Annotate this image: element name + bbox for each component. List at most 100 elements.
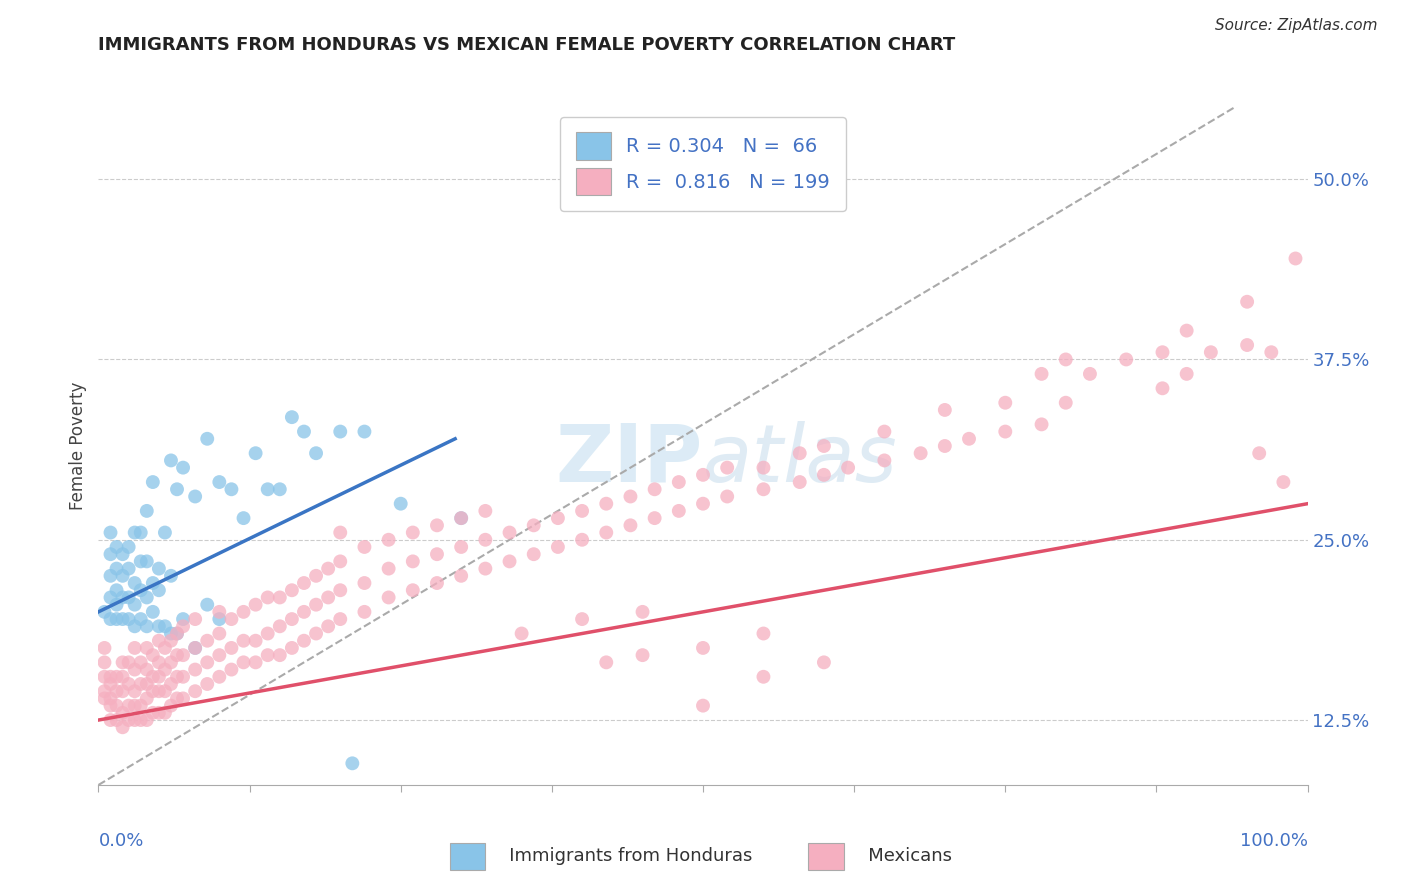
Point (118, 612, 141, 626)
Point (148, 706, 170, 720)
Point (100, 525, 122, 540)
Point (1284, 252, 1306, 266)
Point (353, 540, 375, 554)
Point (269, 483, 291, 497)
Point (111, 612, 134, 626)
Point (1031, 367, 1053, 381)
Point (316, 561, 339, 575)
Point (1272, 475, 1295, 489)
Point (135, 713, 157, 727)
Point (595, 656, 617, 670)
Point (256, 483, 278, 497)
Point (195, 677, 218, 691)
Point (142, 576, 165, 591)
Point (281, 612, 304, 626)
Point (153, 684, 176, 698)
Point (305, 626, 328, 640)
Point (105, 713, 128, 727)
Point (377, 533, 399, 547)
Point (752, 460, 775, 475)
Point (166, 483, 188, 497)
Point (142, 670, 165, 684)
Point (118, 698, 141, 713)
Point (172, 612, 194, 626)
Point (124, 698, 146, 713)
Point (160, 677, 183, 691)
Point (256, 626, 278, 640)
Point (160, 626, 183, 640)
Point (135, 554, 157, 568)
Point (837, 460, 859, 475)
Point (1260, 345, 1282, 359)
Point (644, 511, 666, 525)
Point (100, 591, 122, 605)
Point (1054, 395, 1077, 409)
Point (245, 598, 267, 612)
Point (129, 656, 152, 670)
Point (232, 656, 254, 670)
Point (281, 583, 304, 598)
Point (148, 633, 170, 648)
Point (547, 540, 569, 554)
Point (402, 583, 425, 598)
Point (208, 626, 231, 640)
Point (166, 626, 188, 640)
Point (153, 525, 176, 540)
Point (873, 453, 896, 467)
Point (208, 648, 231, 662)
Point (100, 547, 122, 561)
Point (221, 663, 243, 677)
Point (153, 619, 176, 633)
Point (353, 425, 375, 439)
Point (135, 504, 157, 518)
Point (389, 497, 412, 511)
Point (547, 511, 569, 525)
Point (221, 612, 243, 626)
Point (316, 591, 339, 605)
Point (269, 619, 291, 633)
Point (172, 648, 194, 662)
Point (124, 640, 146, 655)
Point (208, 612, 231, 626)
Point (426, 576, 449, 591)
Point (100, 677, 122, 691)
Point (292, 425, 315, 439)
Point (124, 684, 146, 698)
Point (148, 561, 170, 575)
Point (353, 576, 375, 591)
Text: IMMIGRANTS FROM HONDURAS VS MEXICAN FEMALE POVERTY CORRELATION CHART: IMMIGRANTS FROM HONDURAS VS MEXICAN FEMA… (98, 36, 956, 54)
Point (813, 656, 835, 670)
Point (118, 540, 141, 554)
Point (129, 612, 152, 626)
Point (184, 490, 207, 504)
Point (111, 720, 134, 734)
Point (160, 698, 183, 713)
Point (93, 785, 115, 799)
Point (1078, 367, 1101, 381)
Point (910, 446, 932, 460)
Text: 0.0%: 0.0% (98, 832, 143, 850)
Point (498, 554, 520, 568)
Point (245, 446, 267, 460)
Point (789, 446, 811, 460)
Point (1115, 352, 1137, 367)
Point (221, 640, 243, 655)
Point (208, 670, 231, 684)
Point (1152, 381, 1174, 395)
Point (135, 691, 157, 706)
Point (474, 504, 496, 518)
Point (160, 569, 183, 583)
Point (305, 446, 328, 460)
Point (172, 619, 194, 633)
Point (93, 684, 115, 698)
Point (124, 663, 146, 677)
Point (474, 561, 496, 575)
Point (644, 483, 666, 497)
Point (631, 605, 654, 619)
Point (129, 554, 152, 568)
Point (353, 605, 375, 619)
Point (111, 684, 134, 698)
Point (93, 605, 115, 619)
Point (994, 395, 1017, 409)
Point (135, 619, 157, 633)
